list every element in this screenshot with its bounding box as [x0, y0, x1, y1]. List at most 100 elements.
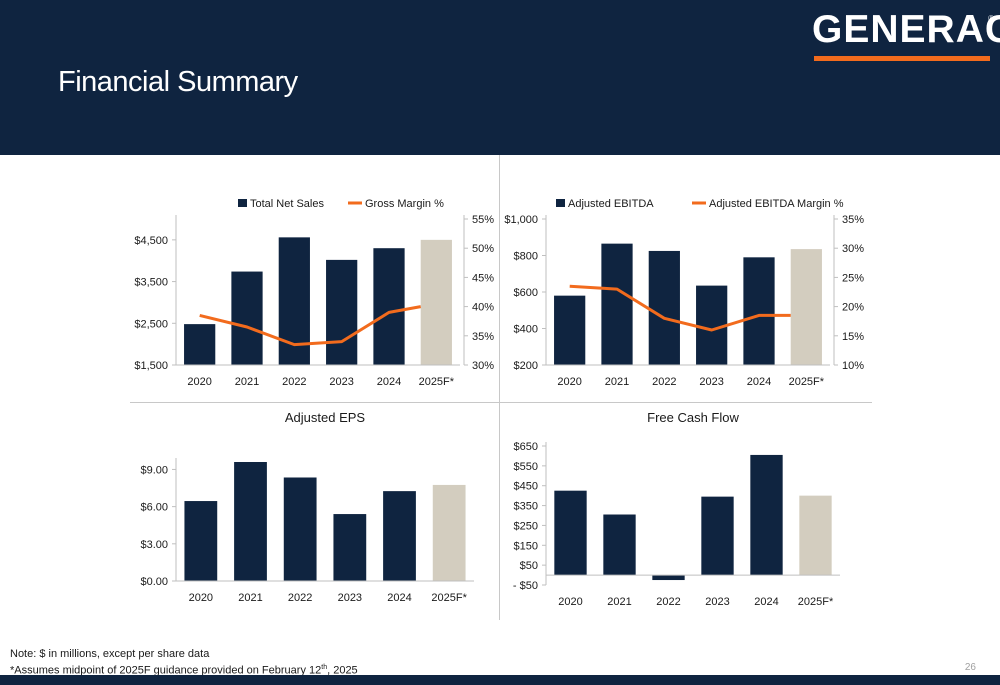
adjusted-ebitda-bar-2022: [648, 250, 680, 365]
free-cash-flow-left-tick-label: $450: [514, 481, 538, 493]
adjusted-ebitda-right-tick-label: 35%: [842, 214, 864, 226]
net-sales-right-tick-label: 50%: [472, 243, 494, 255]
net-sales-right-tick-label: 40%: [472, 302, 494, 314]
net-sales-category-label: 2024: [377, 376, 401, 388]
free-cash-flow-title: Free Cash Flow: [647, 410, 739, 425]
adjusted-ebitda-right-tick-label: 20%: [842, 302, 864, 314]
free-cash-flow-chart: Free Cash Flow - $50 $50 $150 $250 $350 $450 $5…: [500, 407, 900, 617]
net-sales-legend-bar-swatch: [238, 199, 247, 207]
free-cash-flow-left-tick-label: $250: [514, 520, 538, 532]
adjusted-ebitda-bar-2021: [601, 243, 633, 365]
net-sales-category-label: 2025F*: [419, 376, 455, 388]
net-sales-category-label: 2021: [235, 376, 259, 388]
net-sales-right-tick-label: 55%: [472, 214, 494, 226]
adjusted-eps-bar-2023: [333, 514, 367, 581]
bottom-strip: [0, 675, 1000, 685]
adjusted-eps-bar-2024: [383, 491, 416, 581]
net-sales-category-label: 2023: [329, 376, 353, 388]
net-sales-legend-label: Total Net Sales: [250, 198, 324, 210]
adjusted-ebitda-left-tick-label: $200: [514, 360, 538, 372]
adjusted-eps-chart: Adjusted EPS $0.00 $3.00 $6.00 $9.00 2020 2021…: [100, 407, 500, 617]
footnote-assumption-text: *Assumes midpoint of 2025F guidance prov…: [10, 664, 322, 677]
footnote-assumption: *Assumes midpoint of 2025F guidance prov…: [10, 661, 358, 678]
adjusted-eps-bar-2020: [184, 501, 218, 581]
adjusted-eps-title: Adjusted EPS: [285, 410, 366, 425]
free-cash-flow-category-label: 2021: [607, 596, 631, 608]
free-cash-flow-bar-2023: [701, 496, 734, 576]
adjusted-ebitda-chart-svg: $200 $400 $600 $800 $1,000 10% 15% 20% 25% 30% 35%…: [504, 198, 864, 388]
adjusted-ebitda-chart: $200 $400 $600 $800 $1,000 10% 15% 20% 25% 30% 35%…: [500, 191, 900, 401]
net-sales-category-label: 2020: [187, 376, 211, 388]
adjusted-ebitda-left-tick-label: $800: [514, 251, 538, 263]
adjusted-eps-category-label: 2025F*: [431, 592, 467, 604]
net-sales-left-tick-label: $2,500: [134, 318, 168, 330]
free-cash-flow-category-label: 2024: [754, 596, 778, 608]
free-cash-flow-category-label: 2023: [705, 596, 729, 608]
footnote-assumption-sup: th: [321, 664, 328, 671]
adjusted-eps-bar-2025f: [432, 484, 466, 581]
net-sales-bar-2020: [184, 324, 216, 365]
adjusted-eps-category-label: 2020: [189, 592, 213, 604]
adjusted-ebitda-legend-label: Adjusted EBITDA Margin %: [709, 198, 844, 210]
footnote-note: Note: $ in millions, except per share da…: [10, 648, 210, 660]
chart-panel: $1,500 $2,500 $3,500 $4,500 30% 35% 40% 45% 50% 5…: [0, 155, 1000, 675]
free-cash-flow-left-tick-label: $550: [514, 461, 538, 473]
slide-header: Financial Summary GENERAC ®: [0, 0, 1000, 155]
adjusted-ebitda-left-tick-label: $600: [514, 287, 538, 299]
horizontal-divider: [130, 402, 872, 403]
net-sales-left-tick-label: $1,500: [134, 360, 168, 372]
adjusted-ebitda-bar-2025f: [790, 249, 822, 365]
adjusted-eps-left-tick-label: $9.00: [140, 464, 168, 476]
adjusted-ebitda-bar-2020: [554, 295, 586, 365]
adjusted-eps-category-label: 2021: [238, 592, 262, 604]
vertical-divider: [499, 155, 500, 620]
free-cash-flow-left-tick-label: $150: [514, 540, 538, 552]
adjusted-ebitda-category-label: 2024: [747, 376, 771, 388]
net-sales-right-tick-label: 30%: [472, 360, 494, 372]
free-cash-flow-bar-2020: [554, 490, 587, 576]
adjusted-eps-left-tick-label: $0.00: [140, 576, 168, 588]
net-sales-category-label: 2022: [282, 376, 306, 388]
adjusted-ebitda-category-label: 2020: [557, 376, 581, 388]
net-sales-chart-svg: $1,500 $2,500 $3,500 $4,500 30% 35% 40% 45% 50% 5…: [134, 198, 494, 388]
adjusted-eps-bar-2021: [234, 462, 267, 581]
adjusted-ebitda-category-label: 2025F*: [789, 376, 825, 388]
adjusted-ebitda-category-label: 2023: [699, 376, 723, 388]
adjusted-ebitda-right-tick-label: 30%: [842, 243, 864, 255]
free-cash-flow-bar-2022: [652, 575, 685, 581]
adjusted-ebitda-right-tick-label: 25%: [842, 272, 864, 284]
free-cash-flow-chart-svg: Free Cash Flow - $50 $50 $150 $250 $350 $450 $5…: [513, 410, 840, 608]
net-sales-bar-2021: [231, 271, 263, 365]
net-sales-bar-2024: [373, 248, 405, 365]
free-cash-flow-left-tick-label: $350: [514, 501, 538, 513]
logo-underline: [814, 56, 990, 61]
free-cash-flow-left-tick-label: $50: [520, 560, 538, 572]
adjusted-ebitda-left-tick-label: $1,000: [504, 214, 538, 226]
adjusted-ebitda-margin-line: [569, 284, 791, 332]
adjusted-eps-left-tick-label: $6.00: [140, 502, 168, 514]
adjusted-ebitda-left-tick-label: $400: [514, 324, 538, 336]
free-cash-flow-category-label: 2025F*: [798, 596, 834, 608]
free-cash-flow-bar-2021: [603, 514, 636, 576]
generac-logo: GENERAC ®: [812, 8, 1000, 68]
adjusted-eps-category-label: 2024: [387, 592, 411, 604]
free-cash-flow-bar-2025f: [799, 495, 832, 576]
adjusted-eps-chart-svg: Adjusted EPS $0.00 $3.00 $6.00 $9.00 2020 2021…: [140, 410, 474, 604]
free-cash-flow-category-label: 2022: [656, 596, 680, 608]
footnote-assumption-tail: , 2025: [327, 664, 358, 677]
net-sales-right-tick-label: 35%: [472, 331, 494, 343]
logo-registered-mark: ®: [988, 14, 994, 23]
adjusted-eps-category-label: 2022: [288, 592, 312, 604]
adjusted-ebitda-right-tick-label: 10%: [842, 360, 864, 372]
free-cash-flow-left-tick-label: - $50: [513, 580, 538, 592]
page-title: Financial Summary: [58, 66, 298, 98]
net-sales-left-tick-label: $3,500: [134, 277, 168, 289]
logo-wordmark: GENERAC: [812, 8, 1000, 51]
adjusted-ebitda-legend-bar-swatch: [556, 199, 565, 207]
adjusted-ebitda-legend-label: Adjusted EBITDA: [568, 198, 654, 210]
net-sales-left-tick-label: $4,500: [134, 235, 168, 247]
adjusted-ebitda-bar-2024: [743, 257, 775, 365]
adjusted-ebitda-category-label: 2022: [652, 376, 676, 388]
adjusted-eps-left-tick-label: $3.00: [140, 539, 168, 551]
adjusted-ebitda-category-label: 2021: [605, 376, 629, 388]
